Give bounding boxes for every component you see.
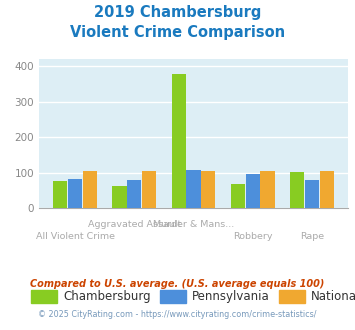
Bar	[246, 174, 260, 208]
Bar	[231, 184, 245, 208]
Bar	[68, 179, 82, 208]
Bar	[305, 180, 319, 208]
Bar	[127, 180, 141, 208]
Legend: Chambersburg, Pennsylvania, National: Chambersburg, Pennsylvania, National	[26, 285, 355, 308]
Text: 2019 Chambersburg: 2019 Chambersburg	[94, 5, 261, 20]
Text: Murder & Mans...: Murder & Mans...	[153, 220, 234, 229]
Bar	[320, 172, 334, 208]
Bar	[83, 172, 97, 208]
Bar	[142, 172, 156, 208]
Bar	[171, 74, 186, 208]
Text: © 2025 CityRating.com - https://www.cityrating.com/crime-statistics/: © 2025 CityRating.com - https://www.city…	[38, 310, 317, 319]
Text: Compared to U.S. average. (U.S. average equals 100): Compared to U.S. average. (U.S. average …	[30, 279, 325, 289]
Bar	[261, 172, 275, 208]
Text: All Violent Crime: All Violent Crime	[36, 232, 115, 241]
Bar	[186, 170, 201, 208]
Text: Violent Crime Comparison: Violent Crime Comparison	[70, 25, 285, 40]
Text: Rape: Rape	[300, 232, 324, 241]
Bar	[112, 185, 126, 208]
Text: Robbery: Robbery	[233, 232, 272, 241]
Bar	[290, 172, 304, 208]
Text: Aggravated Assault: Aggravated Assault	[88, 220, 181, 229]
Bar	[53, 182, 67, 208]
Bar	[201, 172, 215, 208]
